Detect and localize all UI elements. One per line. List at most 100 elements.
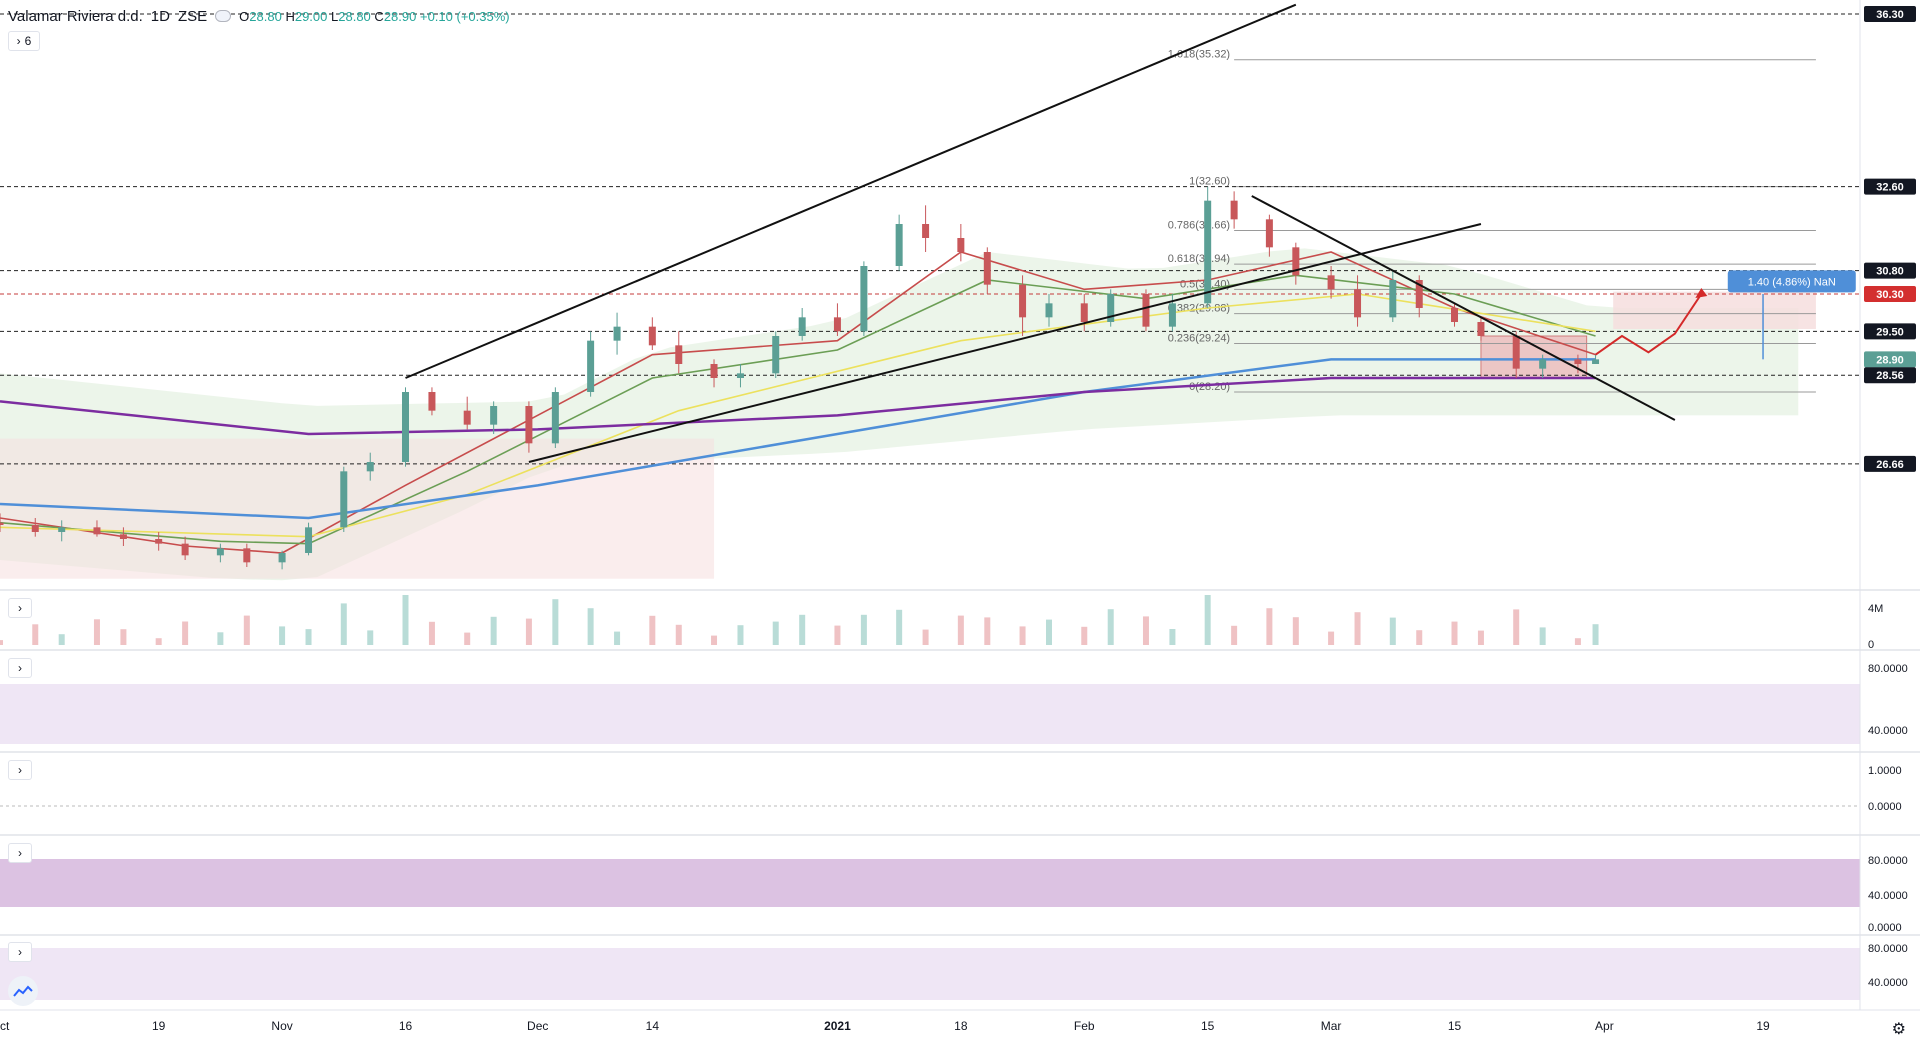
candle-body [1080, 303, 1088, 322]
candle [490, 401, 498, 434]
moving-average-line [0, 358, 1596, 520]
candle-body [0, 522, 4, 525]
chevron-right-icon: › [18, 763, 22, 777]
volume-bar [1081, 626, 1088, 645]
pane-collapse-macd[interactable]: › [8, 760, 32, 780]
candle-body [181, 543, 189, 556]
volume-bar [93, 619, 100, 645]
candle-body [463, 410, 471, 425]
volume-bar [1328, 631, 1335, 645]
volume-bar [305, 629, 312, 645]
volume-bar [1292, 617, 1299, 645]
candle [31, 518, 39, 537]
volume-bar [340, 603, 347, 645]
pane-collapse-volume[interactable]: › [8, 598, 32, 618]
volume-bar [155, 638, 162, 645]
volume-bar [1592, 624, 1599, 645]
cloud-future-zone [1613, 291, 1816, 329]
gear-icon[interactable]: ⚙ [1891, 1021, 1906, 1038]
interval[interactable]: 1D [150, 7, 170, 25]
candle [957, 224, 965, 262]
arrow-head-icon [1695, 288, 1708, 298]
candle-body [587, 340, 595, 392]
candle-body [1477, 322, 1485, 336]
candle-body [648, 326, 656, 346]
candle-body [1230, 200, 1238, 220]
candle [243, 543, 251, 567]
candle [93, 520, 101, 537]
ohlc-readout: O28.80 H29.00 L28.80 C28.90 +0.10 (+0.35… [239, 8, 510, 24]
volume-bar [367, 630, 374, 645]
fib-level-label: 1(32.60) [1189, 176, 1230, 188]
price-label: 36.30 [1876, 9, 1904, 21]
volume-bar [1416, 630, 1423, 645]
candle-body [922, 224, 930, 238]
chevron-right-icon: › [18, 601, 22, 615]
candle-body [798, 317, 806, 336]
fib-level-label: 0.236(29.24) [1168, 332, 1230, 344]
candle-body [1265, 219, 1273, 248]
price-label: 30.80 [1876, 266, 1904, 278]
visibility-icon[interactable] [215, 10, 232, 22]
indicator-toggle-button[interactable]: › 6 [8, 31, 40, 51]
volume-bar [957, 615, 964, 645]
pane-axis-label: 0.0000 [1868, 801, 1902, 813]
candle-body [1389, 280, 1397, 318]
trendline [528, 223, 1482, 463]
candle-body [1204, 200, 1212, 304]
volume-bar [860, 614, 867, 645]
time-tick-label: Oct [0, 1019, 10, 1033]
candle [648, 317, 656, 350]
candle-body [833, 317, 841, 332]
candle-body [490, 406, 498, 425]
candle [922, 205, 930, 252]
pane-axis-label: 40.0000 [1868, 725, 1908, 737]
price-label-box [1864, 262, 1916, 279]
symbol-name[interactable]: Valamar Riviera d.d. [8, 7, 143, 25]
candle [798, 308, 806, 341]
volume-bar [984, 617, 991, 645]
pane-collapse-rsi[interactable]: › [8, 658, 32, 678]
logo-icon[interactable] [8, 976, 38, 1006]
candle-body [736, 373, 744, 378]
pane-axis-label: 0.0000 [1868, 922, 1902, 934]
candle [366, 452, 374, 481]
time-tick-label: Nov [271, 1019, 292, 1033]
pane-collapse-osc[interactable]: › [8, 942, 32, 962]
volume-bar [1142, 616, 1149, 645]
candle-body [1512, 336, 1520, 369]
volume-bar [1046, 619, 1053, 645]
moving-average-line [0, 293, 1596, 538]
pane-axis-label: 4M [1868, 603, 1883, 615]
candle-body [1592, 359, 1600, 364]
projection-path [1594, 293, 1703, 356]
candle-body [243, 548, 251, 563]
time-tick-label: 2021 [824, 1019, 851, 1033]
trendline [1251, 195, 1676, 421]
volume-bar [711, 635, 718, 645]
volume-bar [649, 615, 656, 645]
candle [1389, 270, 1397, 322]
time-tick-label: 19 [1756, 1019, 1770, 1033]
pane-collapse-stoch[interactable]: › [8, 843, 32, 863]
volume-bar [834, 625, 841, 645]
candle-body [155, 539, 163, 544]
price-label: 32.60 [1876, 182, 1904, 194]
candle-body [340, 471, 348, 528]
volume-bar [1574, 638, 1581, 645]
price-label-box [1864, 178, 1916, 195]
pane-axis-label: 40.0000 [1868, 977, 1908, 989]
candle [1415, 275, 1423, 318]
volume-bar [182, 621, 189, 645]
candle-body [401, 392, 409, 462]
price-label: 28.56 [1876, 370, 1904, 382]
volume-bar [799, 614, 806, 645]
chevron-right-icon: › [16, 34, 21, 48]
candle [895, 214, 903, 271]
candle [119, 527, 127, 546]
price-label: 29.50 [1876, 326, 1904, 338]
candle [1477, 317, 1485, 341]
trendline [405, 3, 1297, 379]
candle [401, 387, 409, 467]
